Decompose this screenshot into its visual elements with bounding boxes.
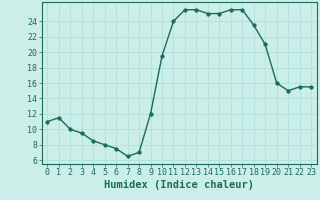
- X-axis label: Humidex (Indice chaleur): Humidex (Indice chaleur): [104, 180, 254, 190]
